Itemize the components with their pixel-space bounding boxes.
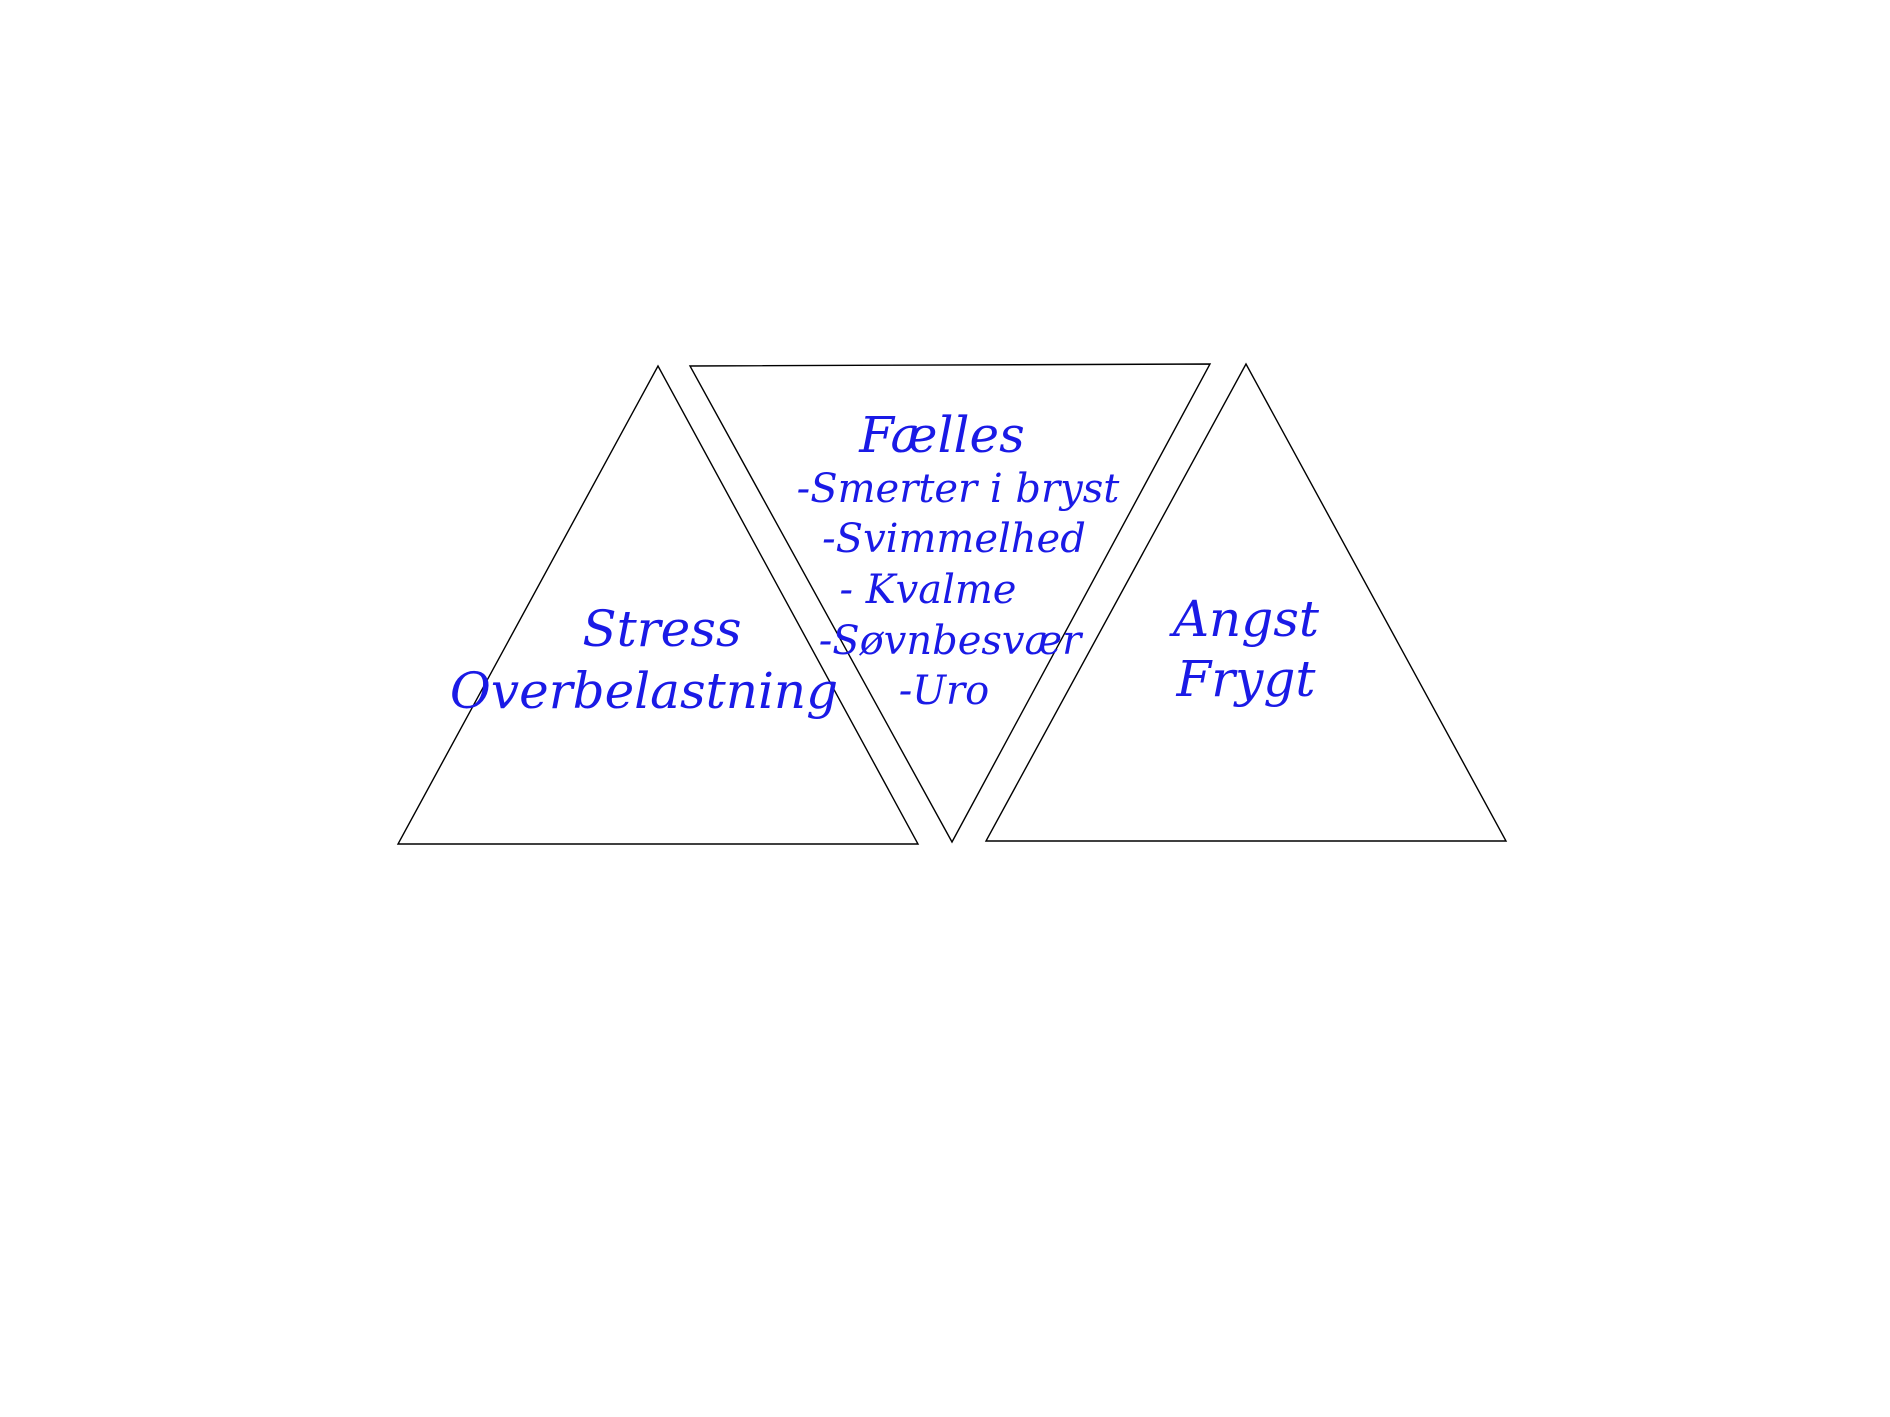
right-triangle (984, 362, 1508, 842)
angst-label: Angst (1169, 590, 1320, 648)
symptom-item: -Smerter i bryst (797, 466, 1121, 512)
overbelastning-label: Overbelastning (450, 662, 838, 720)
symptom-item: -Søvnbesvær (819, 618, 1084, 664)
symptom-item: -Uro (899, 668, 989, 714)
symptom-item: - Kvalme (840, 567, 1017, 613)
middle-triangle (688, 363, 1212, 844)
stress-label: Stress (582, 600, 741, 658)
left-triangle (396, 364, 920, 845)
frygt-label: Frygt (1176, 650, 1317, 708)
faelles-heading: Fælles (858, 406, 1025, 464)
middle-triangle-labels: Fælles -Smerter i bryst -Svimmelhed - Kv… (797, 406, 1121, 714)
right-triangle-labels: Angst Frygt (1169, 590, 1320, 708)
left-triangle-labels: Stress Overbelastning (450, 600, 838, 720)
symptom-item: -Svimmelhed (822, 516, 1086, 562)
